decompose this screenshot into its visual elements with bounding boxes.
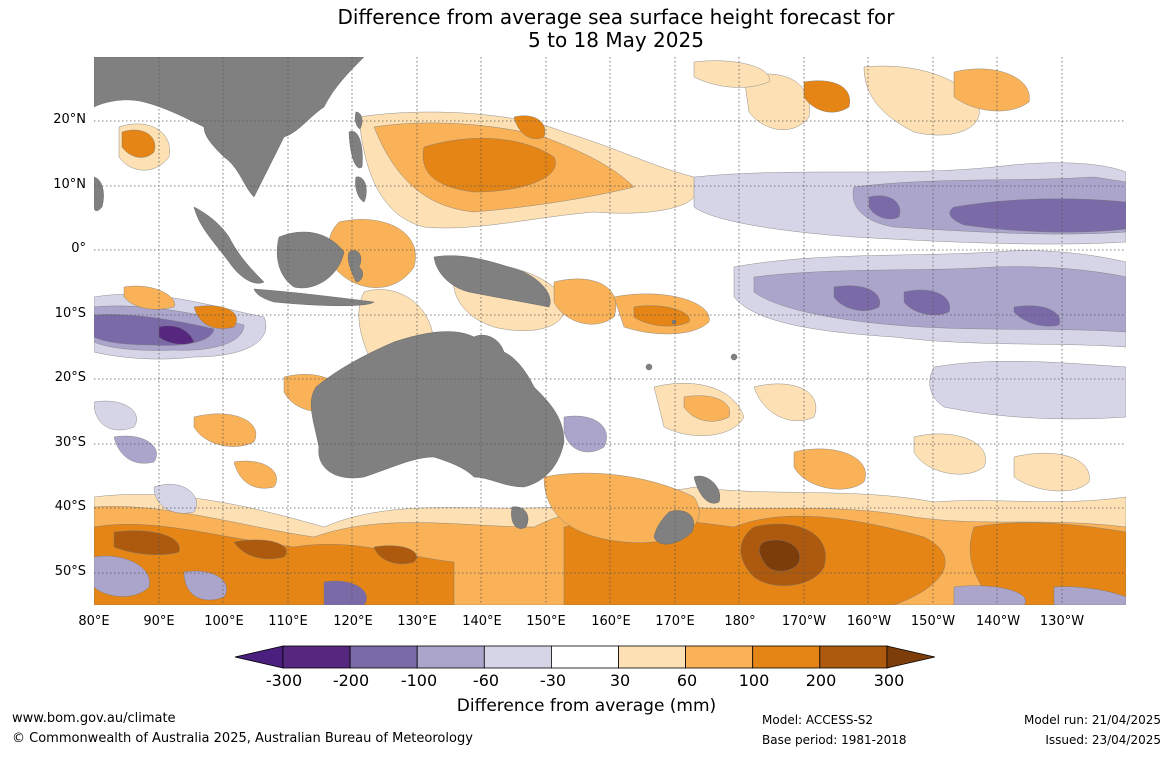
colorbar-tick-minus200: -200 bbox=[332, 671, 370, 690]
lon-label-90e: 90°E bbox=[143, 614, 175, 629]
lon-label-130e: 130°E bbox=[397, 614, 437, 629]
colorbar-arrow-high bbox=[886, 645, 935, 669]
colorbar-tick-200: 200 bbox=[805, 671, 837, 690]
colorbar-segment bbox=[282, 645, 351, 669]
footer-base-period: Base period: 1981-2018 bbox=[762, 733, 907, 747]
footer-issued: Issued: 23/04/2025 bbox=[1045, 733, 1161, 747]
footer-copyright: © Commonwealth of Australia 2025, Austra… bbox=[12, 731, 473, 746]
lon-label-150e: 150°E bbox=[526, 614, 566, 629]
colorbar-segment bbox=[752, 645, 821, 669]
lon-label-170e: 170°E bbox=[655, 614, 695, 629]
colorbar-segment bbox=[416, 645, 485, 669]
colorbar-tick-minus300: -300 bbox=[265, 671, 303, 690]
land-asia bbox=[94, 57, 365, 198]
colorbar-tick-minus60: -60 bbox=[472, 671, 500, 690]
anomaly-field bbox=[94, 60, 1126, 605]
land-new-zealand bbox=[693, 475, 721, 504]
lat-label-20n: 20°N bbox=[53, 112, 86, 127]
colorbar-label: Difference from average (mm) bbox=[456, 696, 717, 716]
footer-website[interactable]: www.bom.gov.au/climate bbox=[12, 711, 176, 726]
colorbar-tick-300: 300 bbox=[873, 671, 905, 690]
colorbar-segment bbox=[685, 645, 754, 669]
lon-label-160w: 160°W bbox=[846, 614, 892, 629]
colorbar-arrow-low bbox=[234, 645, 284, 669]
colorbar-segment bbox=[618, 645, 686, 669]
lon-label-180: 180° bbox=[724, 614, 756, 629]
colorbar-tick-minus30: -30 bbox=[539, 671, 567, 690]
lon-label-130w: 130°W bbox=[1039, 614, 1085, 629]
lat-label-50s: 50°S bbox=[54, 564, 86, 579]
lat-label-40s: 40°S bbox=[54, 499, 86, 514]
land-australia bbox=[310, 331, 565, 488]
colorbar-tick-60: 60 bbox=[676, 671, 698, 690]
lon-label-140w: 140°W bbox=[975, 614, 1021, 629]
colorbar-tick-100: 100 bbox=[738, 671, 770, 690]
footer-model: Model: ACCESS-S2 bbox=[762, 713, 874, 727]
land-new-guinea bbox=[433, 255, 551, 308]
lon-label-170w: 170°W bbox=[781, 614, 827, 629]
colorbar-tick-30: 30 bbox=[609, 671, 631, 690]
lat-label-0: 0° bbox=[71, 241, 86, 256]
lon-label-150w: 150°W bbox=[910, 614, 956, 629]
lat-label-30s: 30°S bbox=[54, 435, 86, 450]
lon-label-110e: 110°E bbox=[268, 614, 308, 629]
lat-label-20s: 20°S bbox=[54, 370, 86, 385]
map-title-line1: Difference from average sea surface heig… bbox=[337, 5, 895, 29]
colorbar-segment bbox=[349, 645, 418, 669]
colorbar-segment bbox=[483, 645, 552, 669]
land-borneo bbox=[276, 231, 345, 289]
colorbar-tick-minus100: -100 bbox=[400, 671, 438, 690]
map-title-line2: 5 to 18 May 2025 bbox=[528, 28, 704, 52]
lon-label-160e: 160°E bbox=[591, 614, 631, 629]
lon-label-80e: 80°E bbox=[78, 614, 110, 629]
sea-level-anomaly-map bbox=[94, 57, 1126, 605]
land bbox=[94, 57, 738, 545]
colorbar-segment bbox=[819, 645, 888, 669]
lat-label-10n: 10°N bbox=[53, 177, 86, 192]
colorbar-segment bbox=[550, 645, 619, 669]
lon-label-140e: 140°E bbox=[462, 614, 502, 629]
lon-label-120e: 120°E bbox=[333, 614, 373, 629]
lon-label-100e: 100°E bbox=[204, 614, 244, 629]
graticule bbox=[94, 57, 1126, 605]
footer-model-run: Model run: 21/04/2025 bbox=[1023, 713, 1161, 727]
lat-label-10s: 10°S bbox=[54, 306, 86, 321]
colorbar bbox=[234, 645, 935, 669]
